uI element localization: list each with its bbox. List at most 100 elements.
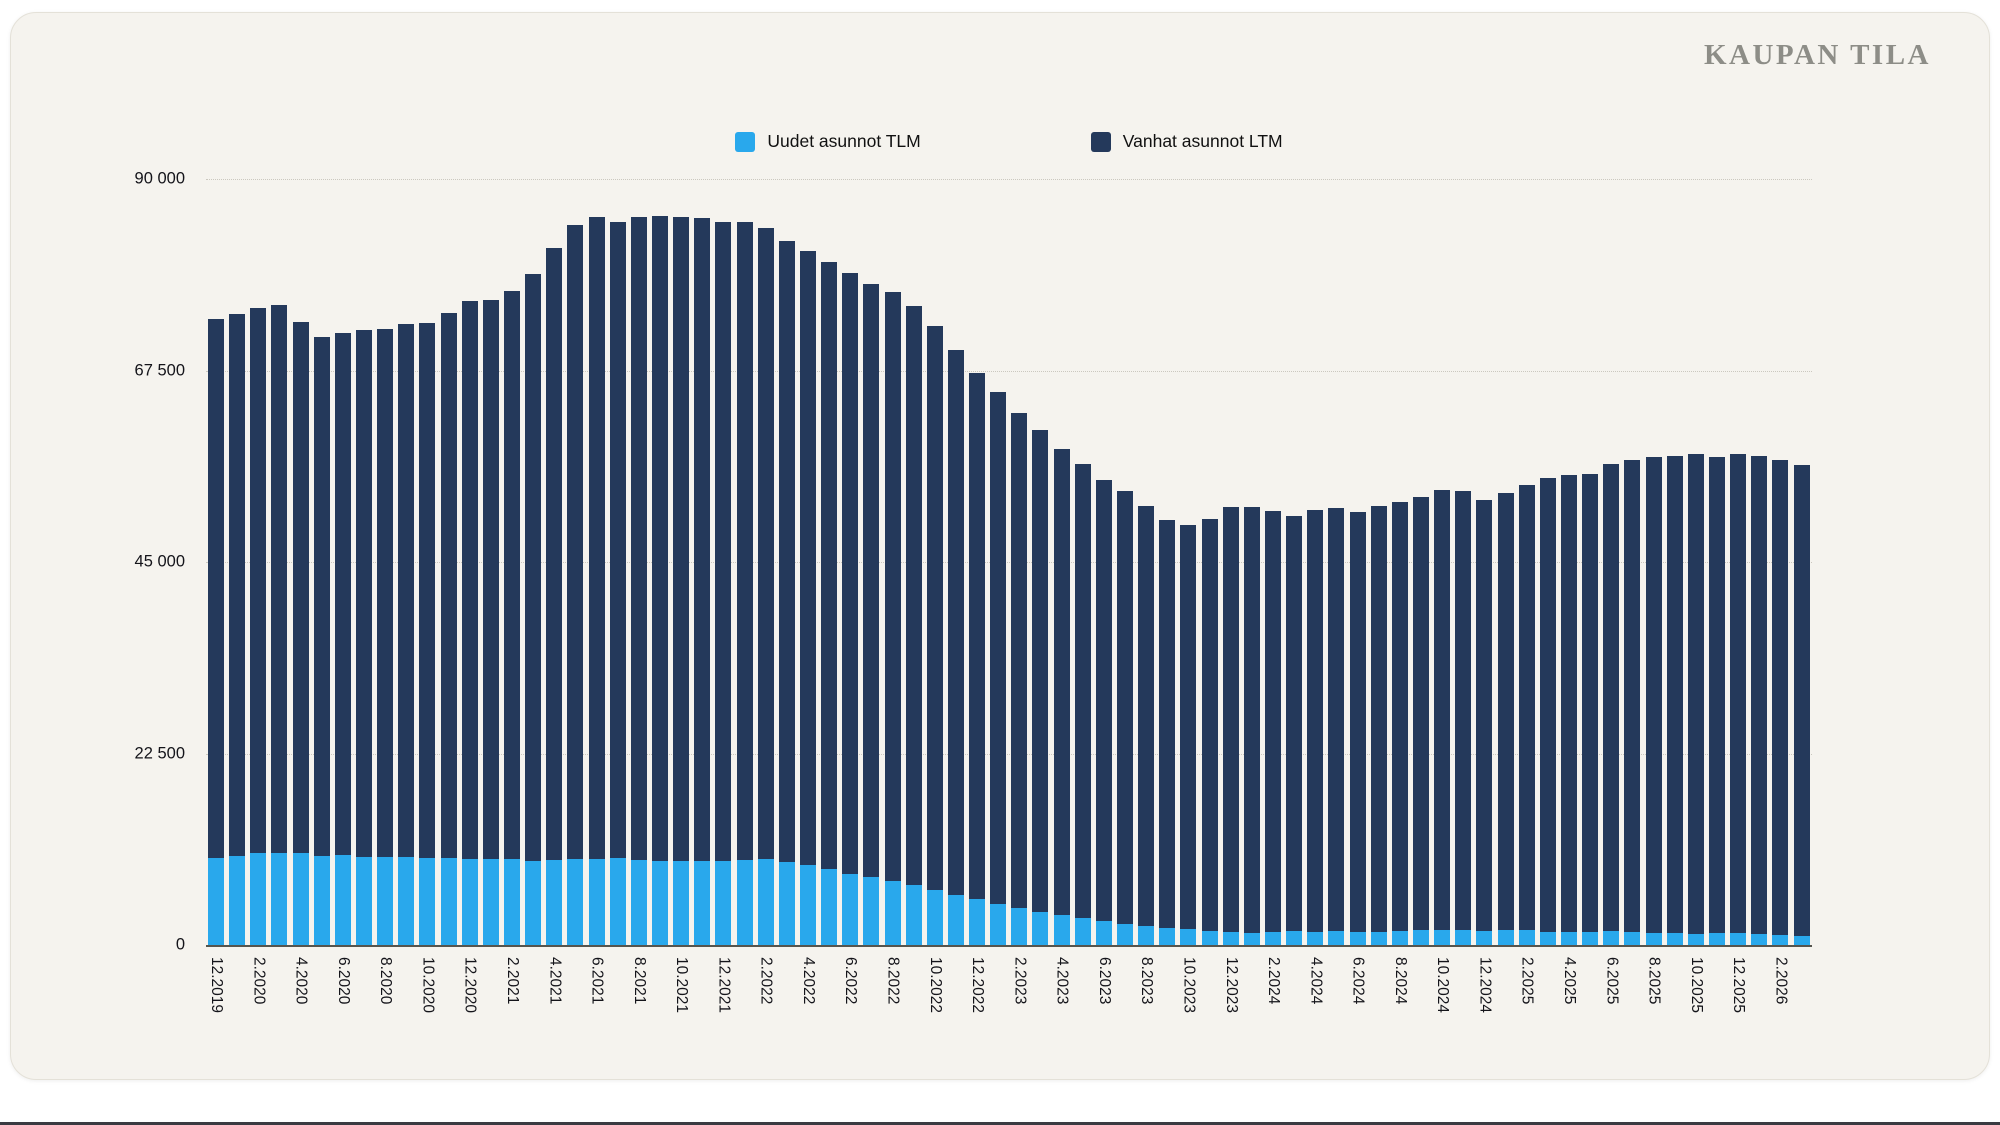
bar-group-5.2024[interactable] bbox=[1328, 179, 1345, 945]
bar-segment-vanhat[interactable] bbox=[1666, 455, 1683, 934]
bar-segment-uudet[interactable] bbox=[694, 861, 711, 945]
bar-group-8.2020[interactable]: 8.2020 bbox=[377, 179, 394, 1004]
bar-segment-vanhat[interactable] bbox=[1497, 493, 1514, 931]
bar-segment-vanhat[interactable] bbox=[334, 333, 351, 856]
bar-group-4.2020[interactable]: 4.2020 bbox=[292, 179, 310, 1004]
bar-group-1.2023[interactable] bbox=[990, 179, 1007, 945]
bar-segment-vanhat[interactable] bbox=[1708, 457, 1725, 934]
bar-segment-vanhat[interactable] bbox=[461, 300, 478, 859]
bar-segment-uudet[interactable] bbox=[1497, 930, 1514, 945]
bar-segment-uudet[interactable] bbox=[969, 899, 986, 945]
bar-segment-uudet[interactable] bbox=[355, 856, 372, 945]
bar-group-10.2021[interactable]: 10.2021 bbox=[673, 179, 690, 1013]
bar-group-12.2025[interactable]: 12.2025 bbox=[1730, 179, 1747, 1013]
bar-segment-uudet[interactable] bbox=[1349, 931, 1366, 945]
bar-segment-uudet[interactable] bbox=[1180, 929, 1197, 945]
bar-segment-vanhat[interactable] bbox=[1053, 448, 1070, 916]
bar-group-9.2024[interactable] bbox=[1413, 179, 1430, 945]
bar-segment-vanhat[interactable] bbox=[990, 391, 1007, 904]
bar-segment-uudet[interactable] bbox=[1582, 931, 1599, 945]
bar-segment-uudet[interactable] bbox=[1138, 925, 1155, 945]
bar-segment-vanhat[interactable] bbox=[1772, 459, 1789, 935]
bar-group-10.2022[interactable]: 10.2022 bbox=[926, 179, 944, 1013]
bar-segment-uudet[interactable] bbox=[1793, 935, 1810, 945]
bar-segment-uudet[interactable] bbox=[1772, 934, 1789, 945]
bar-group-6.2021[interactable]: 6.2021 bbox=[588, 179, 606, 1004]
bar-segment-uudet[interactable] bbox=[799, 865, 816, 945]
bar-segment-uudet[interactable] bbox=[567, 859, 584, 945]
bar-segment-vanhat[interactable] bbox=[1582, 473, 1599, 932]
bar-segment-vanhat[interactable] bbox=[1730, 453, 1747, 933]
bar-segment-vanhat[interactable] bbox=[271, 304, 288, 853]
bar-segment-uudet[interactable] bbox=[334, 855, 351, 945]
bar-group-2.2020[interactable]: 2.2020 bbox=[250, 179, 267, 1004]
bar-segment-uudet[interactable] bbox=[884, 881, 901, 945]
bar-segment-uudet[interactable] bbox=[1561, 932, 1577, 945]
bar-segment-uudet[interactable] bbox=[1243, 932, 1260, 945]
bar-segment-vanhat[interactable] bbox=[1455, 491, 1472, 930]
bar-group-7.2021[interactable] bbox=[609, 179, 626, 945]
bar-segment-uudet[interactable] bbox=[926, 890, 943, 945]
bar-segment-vanhat[interactable] bbox=[694, 218, 711, 862]
bar-segment-vanhat[interactable] bbox=[651, 215, 668, 861]
bar-segment-uudet[interactable] bbox=[1708, 933, 1725, 945]
bar-segment-vanhat[interactable] bbox=[1370, 505, 1387, 932]
bar-group-1.2026[interactable] bbox=[1751, 179, 1768, 945]
bar-segment-vanhat[interactable] bbox=[1265, 510, 1282, 932]
bar-group-11.2020[interactable] bbox=[440, 179, 457, 945]
bar-segment-uudet[interactable] bbox=[1307, 931, 1324, 945]
bar-segment-vanhat[interactable] bbox=[419, 322, 436, 858]
bar-segment-uudet[interactable] bbox=[313, 855, 330, 945]
bar-group-6.2022[interactable]: 6.2022 bbox=[842, 179, 859, 1004]
bar-group-12.2024[interactable]: 12.2024 bbox=[1476, 179, 1493, 1013]
bar-segment-uudet[interactable] bbox=[208, 858, 224, 945]
bar-group-5.2025[interactable] bbox=[1582, 179, 1599, 945]
bar-segment-vanhat[interactable] bbox=[377, 329, 394, 857]
bar-group-6.2024[interactable]: 6.2024 bbox=[1349, 179, 1367, 1004]
bar-segment-uudet[interactable] bbox=[1730, 932, 1747, 945]
bar-segment-vanhat[interactable] bbox=[250, 308, 267, 854]
bar-group-9.2022[interactable] bbox=[905, 179, 922, 945]
bar-segment-vanhat[interactable] bbox=[546, 247, 563, 861]
bar-segment-uudet[interactable] bbox=[842, 873, 859, 945]
bar-group-11.2022[interactable] bbox=[947, 179, 964, 945]
bar-segment-uudet[interactable] bbox=[1539, 932, 1556, 945]
bar-segment-vanhat[interactable] bbox=[1032, 430, 1049, 912]
bar-segment-vanhat[interactable] bbox=[1645, 457, 1662, 933]
bar-group-11.2021[interactable] bbox=[694, 179, 711, 945]
bar-segment-vanhat[interactable] bbox=[884, 292, 901, 882]
bar-segment-vanhat[interactable] bbox=[482, 299, 499, 859]
bar-group-9.2025[interactable] bbox=[1666, 179, 1683, 945]
bar-segment-uudet[interactable] bbox=[292, 852, 309, 945]
bar-segment-vanhat[interactable] bbox=[588, 217, 605, 859]
bar-group-7.2024[interactable] bbox=[1370, 179, 1387, 945]
bar-segment-vanhat[interactable] bbox=[440, 313, 457, 858]
bar-segment-uudet[interactable] bbox=[905, 885, 922, 945]
bar-segment-uudet[interactable] bbox=[1391, 930, 1408, 945]
bar-segment-vanhat[interactable] bbox=[1434, 489, 1451, 931]
bar-group-12.2021[interactable]: 12.2021 bbox=[715, 179, 732, 1013]
bar-segment-uudet[interactable] bbox=[588, 858, 605, 945]
bar-segment-vanhat[interactable] bbox=[1603, 464, 1620, 931]
bar-segment-uudet[interactable] bbox=[377, 856, 394, 945]
bar-segment-vanhat[interactable] bbox=[1180, 525, 1197, 930]
bar-segment-uudet[interactable] bbox=[990, 903, 1007, 945]
bar-segment-vanhat[interactable] bbox=[1286, 516, 1303, 931]
legend-item-uudet-asunnot[interactable]: Uudet asunnot TLM bbox=[735, 131, 921, 152]
bar-segment-vanhat[interactable] bbox=[1687, 453, 1704, 934]
bar-group-8.2022[interactable]: 8.2022 bbox=[884, 179, 902, 1004]
bar-group-3.2022[interactable] bbox=[778, 179, 795, 945]
bar-segment-uudet[interactable] bbox=[1603, 930, 1620, 945]
bar-segment-uudet[interactable] bbox=[736, 859, 753, 945]
legend-item-vanhat-asunnot[interactable]: Vanhat asunnot LTM bbox=[1090, 131, 1283, 152]
bar-segment-vanhat[interactable] bbox=[1413, 497, 1430, 931]
bar-group-11.2023[interactable] bbox=[1201, 179, 1218, 945]
bar-group-4.2023[interactable]: 4.2023 bbox=[1053, 179, 1071, 1004]
bar-group-10.2025[interactable]: 10.2025 bbox=[1687, 179, 1705, 1013]
bar-segment-uudet[interactable] bbox=[630, 860, 647, 945]
bar-segment-uudet[interactable] bbox=[1265, 931, 1282, 945]
bar-segment-vanhat[interactable] bbox=[947, 350, 964, 896]
bar-segment-vanhat[interactable] bbox=[229, 314, 246, 857]
bar-group-6.2025[interactable]: 6.2025 bbox=[1603, 179, 1620, 1004]
bar-segment-vanhat[interactable] bbox=[1349, 511, 1366, 932]
